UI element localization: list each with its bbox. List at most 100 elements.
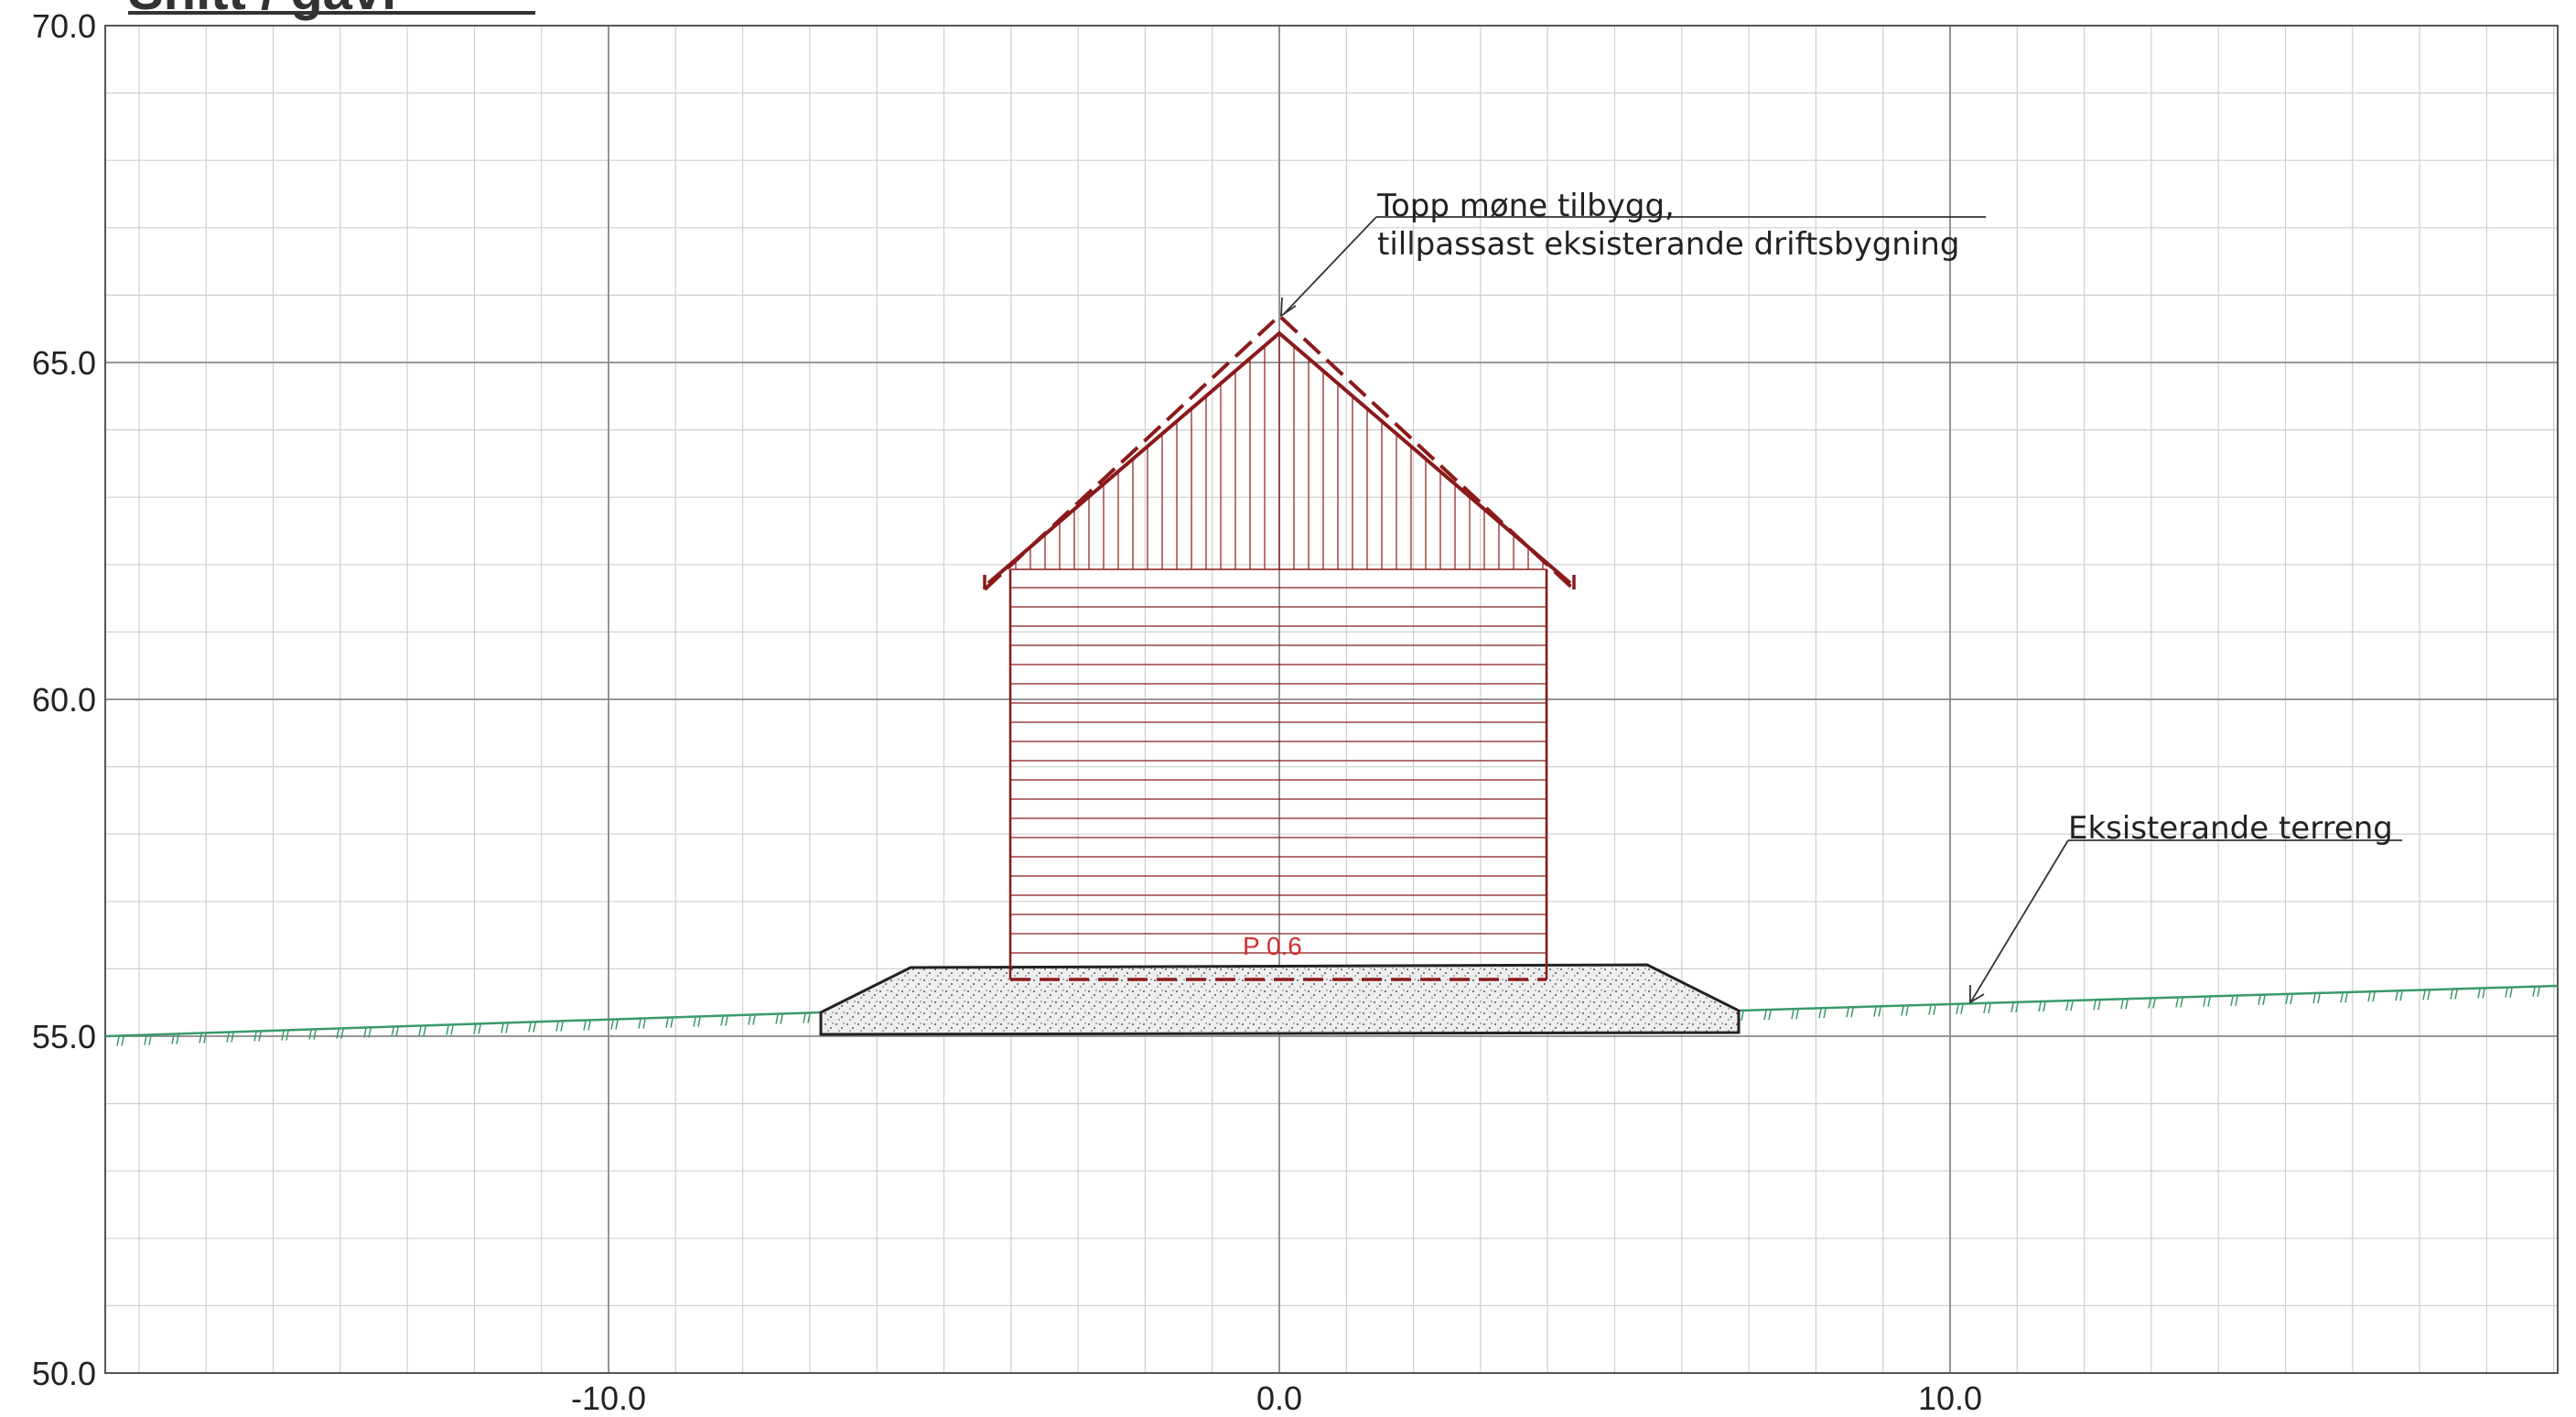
terrain-hatch-mark <box>505 1023 509 1033</box>
terrain-hatch-mark <box>121 1036 124 1046</box>
terrain-hatch-mark <box>1983 1003 1987 1014</box>
terrain-hatch-mark <box>587 1021 591 1031</box>
terrain-hatch-mark <box>1901 1006 1904 1016</box>
terrain-hatch-mark <box>1763 1010 1767 1021</box>
y-tick-label: 60.0 <box>32 681 96 719</box>
terrain-hatch-mark <box>2203 997 2206 1007</box>
terrain-hatch-mark <box>2235 996 2238 1006</box>
roof-outline-dashed <box>983 313 1576 591</box>
terrain-hatch-mark <box>2290 994 2293 1005</box>
terrain-hatch-mark <box>171 1034 175 1044</box>
terrain-hatch-mark <box>286 1031 289 1041</box>
terrain-hatch-mark <box>780 1014 783 1024</box>
terrain-hatch-mark <box>2454 990 2458 1000</box>
terrain-hatch-mark <box>1846 1008 1849 1018</box>
terrain-hatch-mark <box>1823 1009 1827 1019</box>
terrain-hatch-mark <box>478 1024 481 1034</box>
terrain-hatch-mark <box>2317 993 2321 1004</box>
terrain-hatch-mark <box>2532 987 2536 997</box>
terrain-hatch-mark <box>2207 997 2211 1007</box>
terrain-hatch-mark <box>2422 990 2426 1001</box>
terrain-hatch-mark <box>697 1017 701 1027</box>
terrain-hatch-mark <box>253 1032 257 1042</box>
terrain-hatch-mark <box>2340 992 2344 1003</box>
terrain-hatch-mark <box>670 1018 674 1028</box>
terrain-hatch-mark <box>533 1022 536 1033</box>
terrain-hatch-mark <box>748 1015 751 1025</box>
terrain-hatch-mark <box>2152 999 2156 1009</box>
ridge-leader-arrow <box>1280 297 1297 318</box>
terrain-hatch-mark <box>2070 1001 2074 1011</box>
terrain-hatch-mark <box>2399 991 2403 1001</box>
terrain-hatch-mark <box>1818 1009 1822 1019</box>
terrain-hatch-mark <box>1956 1004 1959 1014</box>
y-tick-label: 70.0 <box>32 7 96 45</box>
terrain-hatch-mark <box>1873 1007 1877 1017</box>
terrain-hatch-mark <box>148 1035 152 1045</box>
terrain-hatch-mark <box>2537 987 2540 997</box>
gable-hatch <box>1015 333 1544 569</box>
terrain-hatch-mark <box>665 1018 669 1028</box>
terrain-hatch-mark <box>2367 992 2371 1002</box>
terrain-line-right <box>1738 984 2559 1012</box>
terrain-line-left <box>104 1011 822 1038</box>
terrain-hatch-mark <box>199 1033 202 1044</box>
x-tick-label: 0.0 <box>1256 1379 1302 1417</box>
terrain-hatch-mark <box>638 1019 641 1029</box>
terrain-hatch-mark <box>2042 1001 2046 1012</box>
foundation-pad <box>819 963 1741 1036</box>
terrain-hatch-mark <box>2477 989 2481 999</box>
terrain-hatch-mark <box>2258 995 2261 1005</box>
terrain-hatch-mark <box>642 1019 646 1029</box>
terrain-hatch-mark <box>258 1032 262 1042</box>
terrain-leader-arrow <box>1969 985 1985 1004</box>
terrain-hatch-mark <box>610 1020 614 1030</box>
terrain-hatch-mark <box>775 1014 779 1024</box>
terrain-hatch-mark <box>2395 991 2398 1001</box>
terrain-hatch-mark <box>336 1029 340 1039</box>
terrain-hatch-mark <box>231 1033 234 1043</box>
ridge-note-line1: Topp møne tilbygg, <box>1376 188 1675 224</box>
terrain-hatch-mark <box>2372 992 2376 1002</box>
terrain-hatch-mark <box>720 1016 724 1026</box>
terrain-hatch-mark <box>2015 1002 2019 1013</box>
terrain-hatch-mark <box>560 1022 564 1032</box>
terrain-hatch-mark <box>144 1035 147 1045</box>
terrain-hatch-mark <box>2065 1001 2069 1011</box>
terrain-hatch-mark <box>2230 996 2234 1006</box>
terrain-hatch-mark <box>803 1013 806 1023</box>
terrain-hatch-mark <box>807 1013 811 1023</box>
plot-frame <box>104 25 2559 1374</box>
terrain-hatch-mark <box>313 1030 317 1040</box>
terrain-hatch-mark <box>2010 1002 2014 1013</box>
x-tick-label: -10.0 <box>571 1379 646 1417</box>
terrain-hatch-mark <box>2505 988 2508 998</box>
terrain-annotation: Eksisterande terreng <box>1969 810 2402 1004</box>
terrain-hatch-mark <box>2262 995 2266 1005</box>
terrain-hatch-mark <box>473 1024 477 1034</box>
terrain-hatch-mark <box>1928 1005 1932 1015</box>
terrain-hatch-mark <box>116 1036 120 1046</box>
terrain-hatch-mark <box>2450 990 2453 1000</box>
ridge-note-line2: tillpassast eksisterande driftsbygning <box>1377 226 1959 263</box>
terrain-leader-line <box>1970 839 2069 1002</box>
terrain-hatch-mark <box>2180 998 2183 1008</box>
terrain-hatch-mark <box>693 1017 696 1027</box>
terrain-hatch-mark <box>615 1020 619 1030</box>
terrain-hatch-mark <box>203 1033 207 1044</box>
ridge-leader-line <box>1283 216 1377 315</box>
terrain-hatch-mark <box>1850 1008 1854 1018</box>
terrain-hatch-mark <box>501 1023 504 1033</box>
terrain-hatch-mark <box>2344 992 2348 1003</box>
terrain-hatch-mark <box>1795 1010 1799 1020</box>
terrain-hatch-mark <box>176 1034 179 1044</box>
terrain-note: Eksisterande terreng <box>2068 810 2393 847</box>
y-axis-labels: 50.0 55.0 60.0 65.0 70.0 <box>32 7 96 1392</box>
terrain-hatch-mark <box>2093 1001 2096 1011</box>
terrain-hatch-mark <box>1960 1004 1964 1014</box>
grid <box>104 25 2559 1374</box>
terrain-hatch-mark <box>1878 1007 1881 1017</box>
terrain-hatch-mark <box>725 1016 728 1026</box>
terrain-hatch-mark <box>1741 1011 1744 1022</box>
terrain-hatch-mark <box>2120 1000 2124 1010</box>
